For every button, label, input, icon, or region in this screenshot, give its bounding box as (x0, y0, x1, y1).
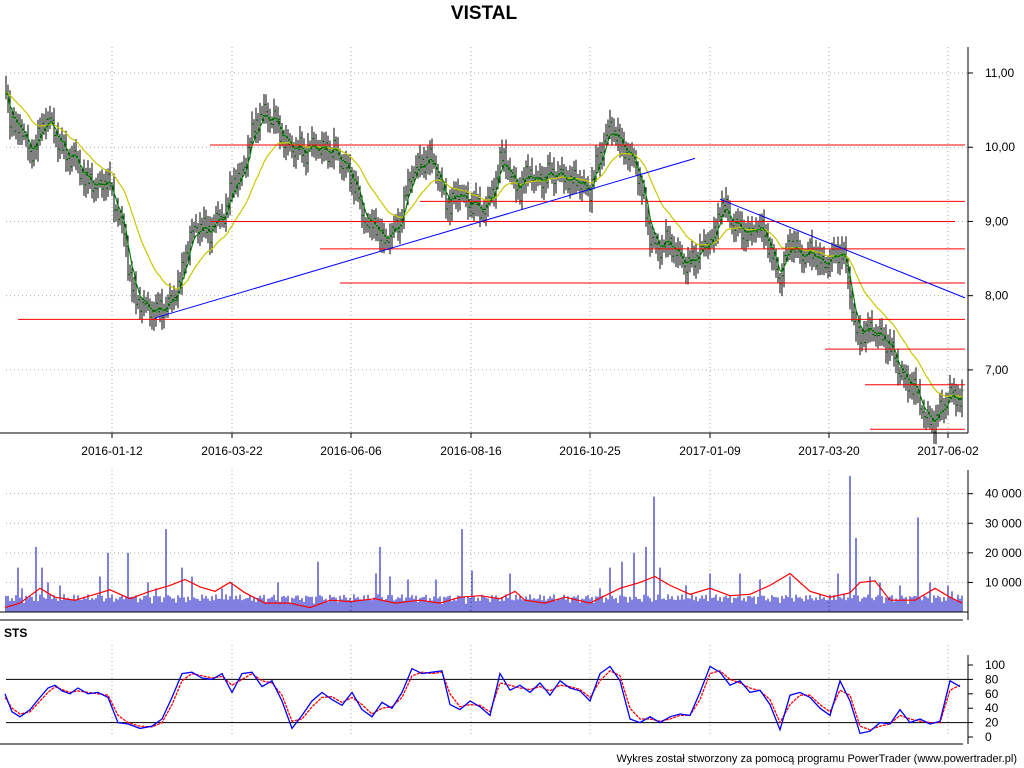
price-y-tick-label: 10,00 (985, 140, 1015, 154)
x-tick-label: 2017-06-02 (917, 444, 979, 458)
sts-y-tick-label: 100 (985, 658, 1005, 672)
volume-y-tick-label: 40 000 (985, 487, 1022, 501)
sts-k-line (4, 665, 961, 735)
price-y-tick-label: 9,00 (985, 214, 1009, 228)
sts-y-tick-label: 40 (985, 701, 999, 715)
volume-y-tick-label: 10 000 (985, 575, 1022, 589)
moving-average-long (5, 91, 963, 398)
trend-line (154, 157, 696, 319)
x-tick-label: 2016-08-16 (440, 444, 502, 458)
sts-panel-label: STS (4, 626, 27, 640)
trend-line (719, 198, 966, 299)
sts-d-line (4, 670, 961, 731)
volume-average-line (4, 572, 963, 609)
volume-panel: 10 000 20 000 30 000 40 000 (0, 470, 1022, 621)
sts-y-tick-label: 0 (985, 730, 992, 744)
chart-title: VISTAL (451, 3, 518, 24)
moving-average-short (5, 91, 963, 424)
price-panel: 7,00 8,00 9,00 10,00 11,00 2016-01-12 2016-03-… (0, 47, 1015, 458)
x-tick-label: 2017-03-20 (798, 444, 860, 458)
x-tick-label: 2017-01-09 (679, 444, 741, 458)
sts-y-tick-label: 80 (985, 672, 999, 686)
x-tick-label: 2016-03-22 (201, 444, 263, 458)
volume-y-tick-label: 20 000 (985, 546, 1022, 560)
x-tick-label: 2016-06-06 (320, 444, 382, 458)
footer-credit: Wykres został stworzony za pomocą progra… (616, 753, 1017, 765)
sts-y-tick-label: 20 (985, 716, 999, 730)
volume-y-tick-label: 30 000 (985, 516, 1022, 530)
sts-y-tick-label: 60 (985, 687, 999, 701)
price-y-tick-label: 7,00 (985, 363, 1009, 377)
x-tick-label: 2016-10-25 (559, 444, 621, 458)
x-tick-label: 2016-01-12 (81, 444, 143, 458)
price-y-tick-label: 11,00 (985, 66, 1014, 80)
price-y-tick-label: 8,00 (985, 289, 1009, 303)
